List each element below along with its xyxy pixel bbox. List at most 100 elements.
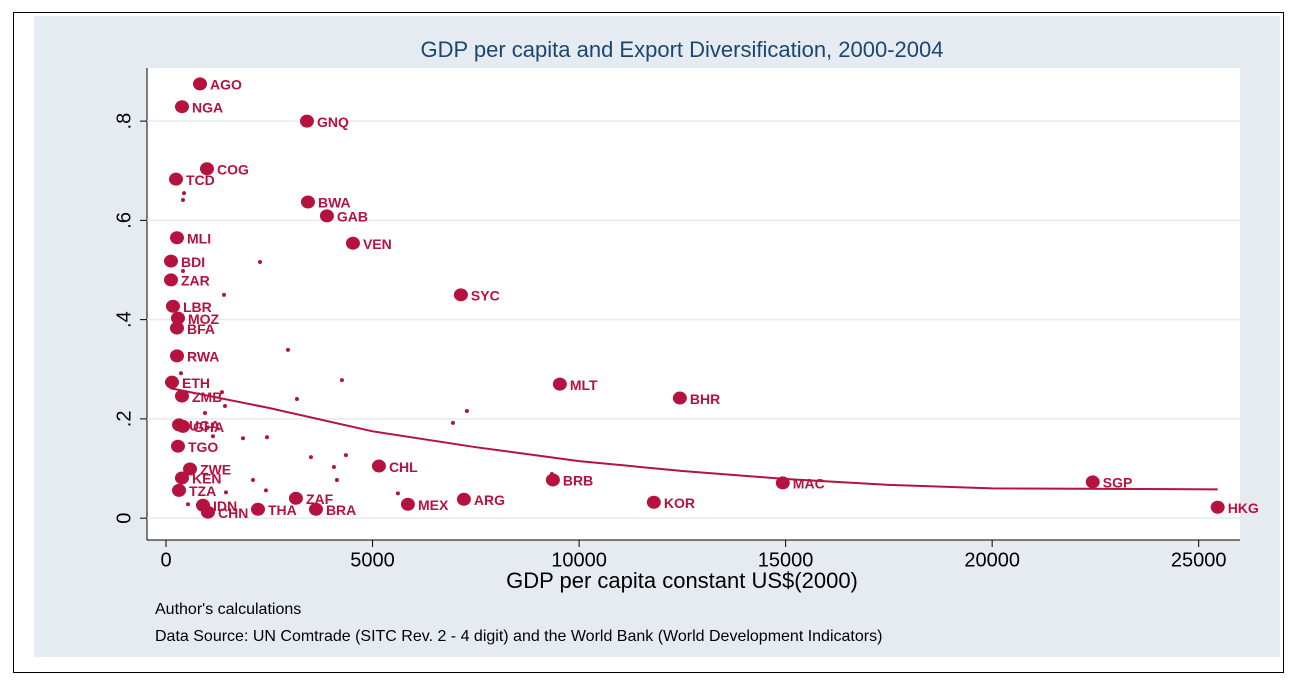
x-tick-label: 0 [160,549,171,571]
point-label: VEN [363,236,392,252]
small-point [178,371,183,376]
point-label: HKG [1228,500,1259,516]
point-label: CHN [218,505,248,521]
small-point [182,191,187,196]
small-point [180,268,185,273]
point [165,299,180,313]
point [169,321,184,335]
point-label: LBR [183,299,212,315]
x-tick-label: 5000 [350,549,395,571]
point-label: SGP [1103,475,1133,491]
note: Author's calculations [155,601,301,618]
small-point [308,455,313,460]
point-label: MAC [793,476,825,492]
point [1085,475,1100,489]
point-label: BFA [187,321,215,337]
small-point [223,490,228,495]
small-point [263,488,268,493]
point-label: AGO [210,77,242,93]
x-tick-label: 20000 [964,549,1020,571]
point-label: RWA [187,349,219,365]
small-point [250,477,255,482]
y-tick-label: .8 [113,113,135,130]
small-point [294,397,299,402]
small-point [331,465,336,470]
point [200,505,215,519]
small-point [219,390,224,395]
point-label: MEX [418,497,449,513]
y-tick-label: 0 [113,513,135,524]
small-point [185,502,190,507]
point-label: GNQ [317,114,349,130]
small-point [343,453,348,458]
point [400,497,415,511]
small-point [450,420,455,425]
point-label: GHA [193,419,224,435]
point [174,100,189,114]
point [453,288,468,302]
point [775,476,790,490]
point-label: UGA [189,418,220,434]
point [174,389,189,403]
fit-line [169,387,1218,491]
small-point [180,198,185,203]
point [299,114,314,128]
small-point [202,410,207,415]
point [183,462,198,476]
point [170,439,185,453]
point-label: BDI [181,254,205,270]
point [163,254,178,268]
point-label: MOZ [188,311,220,327]
point-label: KOR [664,495,695,511]
point [300,195,315,209]
x-tick-label: 15000 [758,549,814,571]
point-label: ARG [474,492,505,508]
point-label: SYC [471,288,500,304]
point [319,209,334,223]
point-label: ZAR [181,273,210,289]
plot-region [147,68,1240,540]
point-label: MLI [187,230,211,246]
point-label: BHR [690,391,720,407]
small-point [285,347,290,352]
small-point [264,435,269,440]
x-axis-title: GDP per capita constant US$(2000) [506,568,858,593]
point [1210,500,1225,514]
note: Data Source: UN Comtrade (SITC Rev. 2 - … [155,628,882,645]
chart-title: GDP per capita and Export Diversificatio… [421,37,944,62]
point-label: BWA [318,195,351,211]
point-label: BRB [563,473,593,489]
point [345,236,360,250]
small-point [395,491,400,496]
point-label: ZWE [200,462,231,478]
point [288,491,303,505]
point [552,377,567,391]
small-point [240,436,245,441]
point [250,502,265,516]
point [545,473,560,487]
point [169,231,184,245]
small-point [210,434,215,439]
point [174,471,189,485]
point [456,492,471,506]
point [199,162,214,176]
point-label: GAB [337,209,368,225]
small-point [222,403,227,408]
small-point [257,260,262,265]
point [371,459,386,473]
point-label: THA [268,502,297,518]
small-point [334,477,339,482]
point-label: ETH [182,375,210,391]
point [164,375,179,389]
point-label: TZA [189,483,216,499]
y-tick-label: .4 [113,311,135,328]
y-tick-label: .2 [113,411,135,428]
y-tick-label: .6 [113,212,135,229]
point [672,391,687,405]
point-label: BRA [326,502,356,518]
point [646,495,661,509]
point-label: TCD [186,172,215,188]
point [175,419,190,433]
point-label: CHL [389,459,418,475]
